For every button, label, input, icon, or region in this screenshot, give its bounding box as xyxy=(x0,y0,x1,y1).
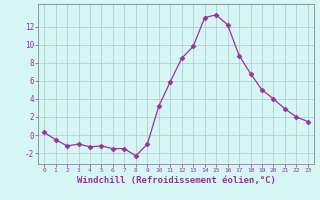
X-axis label: Windchill (Refroidissement éolien,°C): Windchill (Refroidissement éolien,°C) xyxy=(76,176,276,185)
